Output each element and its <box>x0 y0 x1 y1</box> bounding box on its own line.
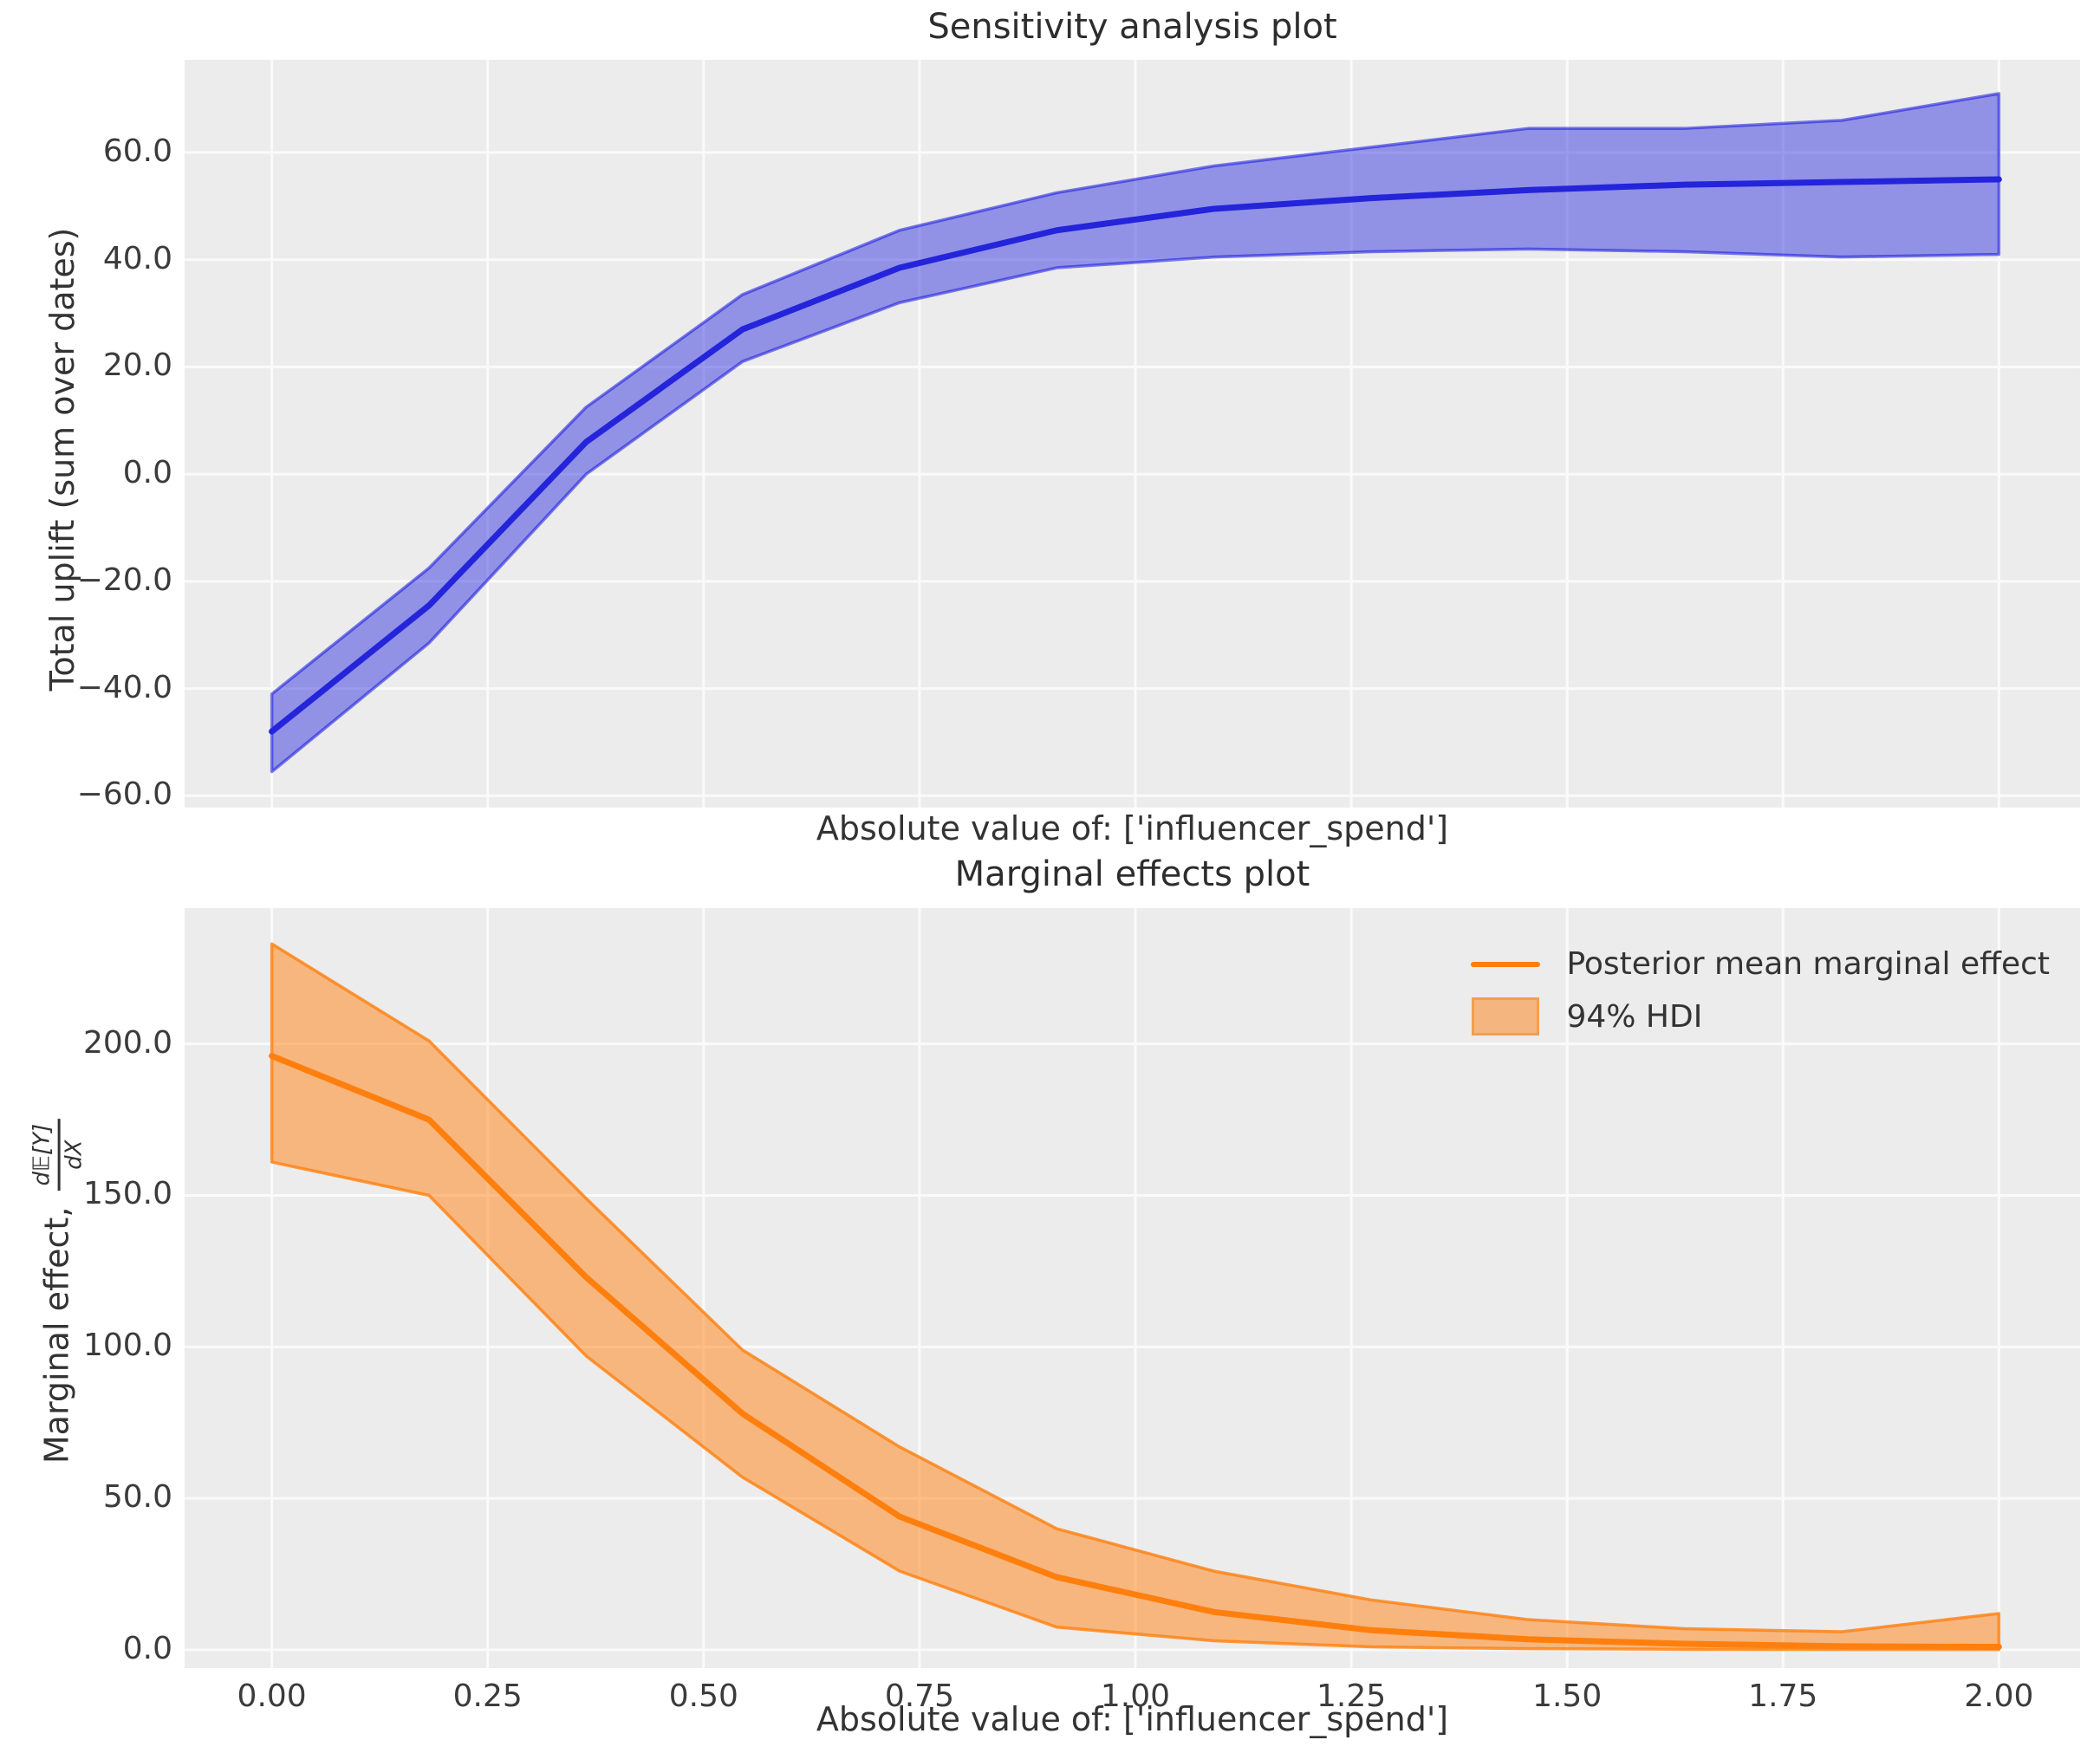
x-tick-label: 1.50 <box>1532 1678 1603 1714</box>
x-tick-label: 0.50 <box>668 1678 738 1714</box>
y-tick-label: 200.0 <box>82 1024 172 1061</box>
y-tick-label: 50.0 <box>102 1479 172 1516</box>
y-tick-label: 0.0 <box>122 455 172 491</box>
y-tick-label: −60.0 <box>76 776 172 813</box>
y-tick-label: 100.0 <box>82 1328 172 1364</box>
x-tick-label: 0.75 <box>884 1678 954 1714</box>
marginal-y-axis-label: Marginal effect, d𝔼[Y] dX <box>29 1118 88 1464</box>
marginal-x-axis-label: Absolute value of: ['influencer_spend'] <box>816 1700 1449 1738</box>
marginal-effects-plot-canvas <box>185 908 2080 1668</box>
y-tick-label: −20.0 <box>76 562 172 598</box>
y-tick-label: 150.0 <box>82 1176 172 1212</box>
x-tick-label: 1.25 <box>1316 1678 1387 1714</box>
y-tick-label: 40.0 <box>102 240 172 276</box>
x-tick-label: 1.00 <box>1100 1678 1171 1714</box>
sensitivity-x-axis-label: Absolute value of: ['influencer_spend'] <box>816 809 1449 847</box>
x-tick-label: 0.25 <box>452 1678 523 1714</box>
fraction-denominator: dX <box>61 1139 88 1170</box>
legend: Posterior mean marginal effect 94% HDI <box>1469 946 2050 1036</box>
y-tick-label: 0.0 <box>122 1631 172 1667</box>
sensitivity-plot-panel <box>185 60 2080 808</box>
legend-item-posterior-mean: Posterior mean marginal effect <box>1469 946 2050 982</box>
sensitivity-plot-title: Sensitivity analysis plot <box>927 7 1337 47</box>
legend-item-hdi: 94% HDI <box>1469 997 2050 1036</box>
sensitivity-plot-canvas <box>185 60 2080 808</box>
legend-label-posterior-mean: Posterior mean marginal effect <box>1566 946 2050 982</box>
marginal-effects-plot-title: Marginal effects plot <box>954 854 1310 894</box>
legend-patch-swatch <box>1472 997 1540 1036</box>
x-tick-label: 1.75 <box>1748 1678 1818 1714</box>
x-tick-label: 2.00 <box>1964 1678 2034 1714</box>
legend-line-swatch <box>1471 961 1541 967</box>
y-tick-label: −40.0 <box>76 669 172 705</box>
marginal-effects-plot-panel <box>185 908 2080 1668</box>
legend-label-hdi: 94% HDI <box>1566 998 1703 1035</box>
y-tick-label: 60.0 <box>102 133 172 170</box>
y-tick-label: 20.0 <box>102 347 172 384</box>
x-tick-label: 0.00 <box>237 1678 307 1714</box>
